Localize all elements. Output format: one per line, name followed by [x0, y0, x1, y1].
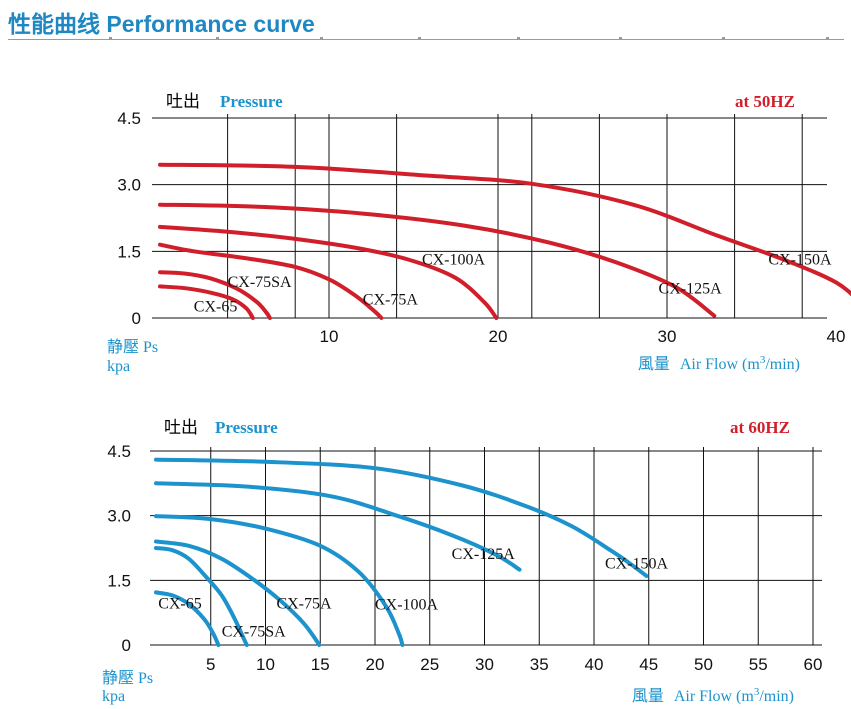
divider-dot [517, 37, 520, 40]
divider-dot [418, 37, 421, 40]
x-tick-label: 50 [694, 655, 713, 674]
divider-dot [722, 37, 725, 40]
x-axis-label-tail: /min) [759, 688, 794, 705]
x-tick-label: 40 [827, 327, 846, 346]
x-tick-label: 10 [320, 327, 339, 346]
curve-label-cx-75a: CX-75A [363, 292, 419, 309]
y-tick-label: 0 [132, 309, 141, 328]
curves [154, 457, 649, 647]
x-tick-label: 10 [256, 655, 275, 674]
curves [158, 162, 851, 320]
divider-dot [826, 37, 829, 40]
x-tick-label: 35 [530, 655, 549, 674]
curve-label-cx-100a: CX-100A [375, 597, 439, 614]
curve-label-cx-100a: CX-100A [422, 252, 486, 269]
x-axis-label-sup: 3 [760, 354, 766, 366]
curve-cx-75sa [154, 546, 249, 647]
y-tick-label: 3.0 [117, 176, 141, 195]
x-axis-label: 風量 Air Flow (m3/min) [638, 354, 800, 373]
y-tick-label: 4.5 [117, 109, 141, 128]
curve-label-cx-150a: CX-150A [605, 556, 669, 573]
y-axis-unit: kpa [107, 358, 130, 375]
axis-ticks: 0 1.5 3.0 4.5 10 20 30 40 [117, 109, 845, 346]
curve-label-cx-150a: CX-150A [768, 252, 832, 269]
x-tick-label: 20 [366, 655, 385, 674]
x-axis-label-cn: 風量 [632, 688, 664, 705]
curve-cx-100a [158, 224, 499, 320]
curve-cx-100a [154, 514, 405, 647]
frequency-label: at 60HZ [730, 418, 790, 437]
y-axis-label: 静壓 Ps [102, 669, 153, 687]
axis-ticks: 0 1.5 3.0 4.5 5 10 15 20 25 30 35 40 45 50 55 60 [107, 442, 822, 674]
curve-cx-125a [158, 202, 717, 318]
x-tick-label: 15 [311, 655, 330, 674]
curve-label-cx-75a: CX-75A [276, 595, 332, 612]
title-divider [8, 39, 844, 40]
x-tick-label: 60 [804, 655, 823, 674]
y-tick-label: 3.0 [107, 507, 131, 526]
divider-dot [619, 37, 622, 40]
x-tick-label: 25 [420, 655, 439, 674]
curve-cx-125a [154, 481, 522, 572]
x-tick-label: 45 [639, 655, 658, 674]
curve-cx-65 [154, 590, 221, 647]
pressure-label-cn: 吐出 [164, 418, 198, 437]
curve-label-cx-75sa: CX-75SA [228, 274, 292, 291]
curve-cx-65 [158, 284, 255, 320]
x-axis-label-sup: 3 [754, 686, 760, 698]
y-axis-label: 静壓 Ps [107, 338, 158, 356]
curve-cx-150a [154, 457, 649, 578]
x-tick-label: 5 [206, 655, 215, 674]
curve-label-cx-75sa: CX-75SA [222, 623, 286, 640]
y-axis-unit: kpa [102, 688, 125, 705]
curve-cx-150a [158, 162, 851, 297]
x-tick-label: 30 [475, 655, 494, 674]
curve-label-cx-125a: CX-125A [659, 281, 723, 298]
x-axis-label-cn: 風量 [638, 356, 670, 373]
x-axis-label-en: Air Flow (m [674, 688, 755, 705]
divider-dot [216, 37, 219, 40]
x-axis-label: 風量 Air Flow (m3/min) [632, 686, 794, 705]
performance-chart-50hz: 吐出 Pressure at 50HZ 静壓 Ps kpa 風量 Air Flow… [107, 92, 851, 375]
x-tick-label: 55 [749, 655, 768, 674]
curve-label-cx-65: CX-65 [194, 298, 238, 315]
curve-cx-75a [158, 242, 384, 320]
curve-labels: CX-65 CX-75SA CX-75A CX-100A CX-125A CX-150A [194, 252, 832, 316]
curve-cx-75sa [158, 270, 272, 320]
curve-label-cx-65: CX-65 [158, 595, 202, 612]
curve-labels: CX-65 CX-75SA CX-75A CX-100A CX-125A CX-150A [158, 546, 668, 641]
y-tick-label: 4.5 [107, 442, 131, 461]
y-tick-label: 1.5 [117, 242, 141, 261]
frequency-label: at 50HZ [735, 92, 795, 111]
page-title: 性能曲线 Performance curve [8, 11, 315, 37]
divider-dot [320, 37, 323, 40]
x-axis-label-tail: /min) [765, 356, 800, 373]
x-tick-label: 20 [489, 327, 508, 346]
x-tick-label: 40 [585, 655, 604, 674]
x-axis-label-en: Air Flow (m [680, 356, 761, 373]
chart-grid [150, 447, 822, 646]
pressure-label-en: Pressure [220, 92, 283, 111]
pressure-label-en: Pressure [215, 418, 278, 437]
divider-dot [109, 37, 112, 40]
x-tick-label: 30 [658, 327, 677, 346]
y-tick-label: 1.5 [107, 571, 131, 590]
curve-label-cx-125a: CX-125A [452, 546, 516, 563]
curve-cx-75a [154, 539, 322, 647]
pressure-label-cn: 吐出 [166, 92, 200, 111]
y-tick-label: 0 [122, 636, 131, 655]
